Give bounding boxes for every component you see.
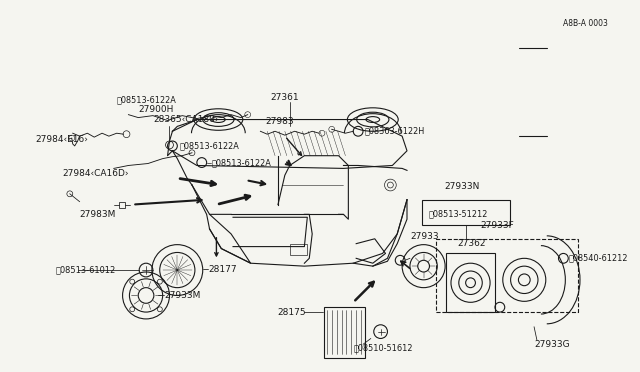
Bar	[118, 202, 125, 208]
Text: 27984‹CA16D›: 27984‹CA16D›	[62, 169, 129, 178]
Text: Ⓝ08513-61012: Ⓝ08513-61012	[55, 266, 115, 275]
Text: Ⓝ08513-6122A: Ⓝ08513-6122A	[212, 158, 271, 167]
Text: 27361: 27361	[270, 93, 299, 102]
Bar	[290, 244, 307, 256]
Text: 27933F: 27933F	[480, 221, 514, 230]
Text: 28177: 28177	[209, 264, 237, 273]
Text: 27983M: 27983M	[79, 210, 116, 219]
Text: A8B-A 0003: A8B-A 0003	[563, 19, 608, 28]
Text: Ⓝ08363-6122H: Ⓝ08363-6122H	[365, 127, 425, 136]
Text: 27933G: 27933G	[534, 340, 570, 349]
Text: 28365‹CA180›: 28365‹CA180›	[153, 115, 218, 124]
Text: 27984‹E16›: 27984‹E16›	[36, 135, 88, 144]
Text: 27933M: 27933M	[164, 291, 201, 300]
Text: Ⓝ08513-6122A: Ⓝ08513-6122A	[179, 141, 239, 150]
Text: 27900H: 27900H	[138, 105, 173, 114]
Text: 27933: 27933	[410, 232, 438, 241]
Text: Ⓝ08510-51612: Ⓝ08510-51612	[353, 344, 413, 353]
Text: Ⓝ08513-51212: Ⓝ08513-51212	[429, 210, 488, 219]
Bar	[436, 239, 578, 312]
Text: 27933N: 27933N	[444, 183, 479, 192]
Bar	[446, 253, 495, 312]
Text: 28175: 28175	[277, 308, 306, 317]
Text: 27983: 27983	[266, 117, 294, 126]
Bar	[324, 307, 365, 358]
Text: Ⓝ08540-61212: Ⓝ08540-61212	[568, 254, 628, 263]
Bar	[422, 200, 509, 225]
Text: 27362: 27362	[458, 239, 486, 248]
Text: Ⓝ08513-6122A: Ⓝ08513-6122A	[116, 96, 177, 105]
